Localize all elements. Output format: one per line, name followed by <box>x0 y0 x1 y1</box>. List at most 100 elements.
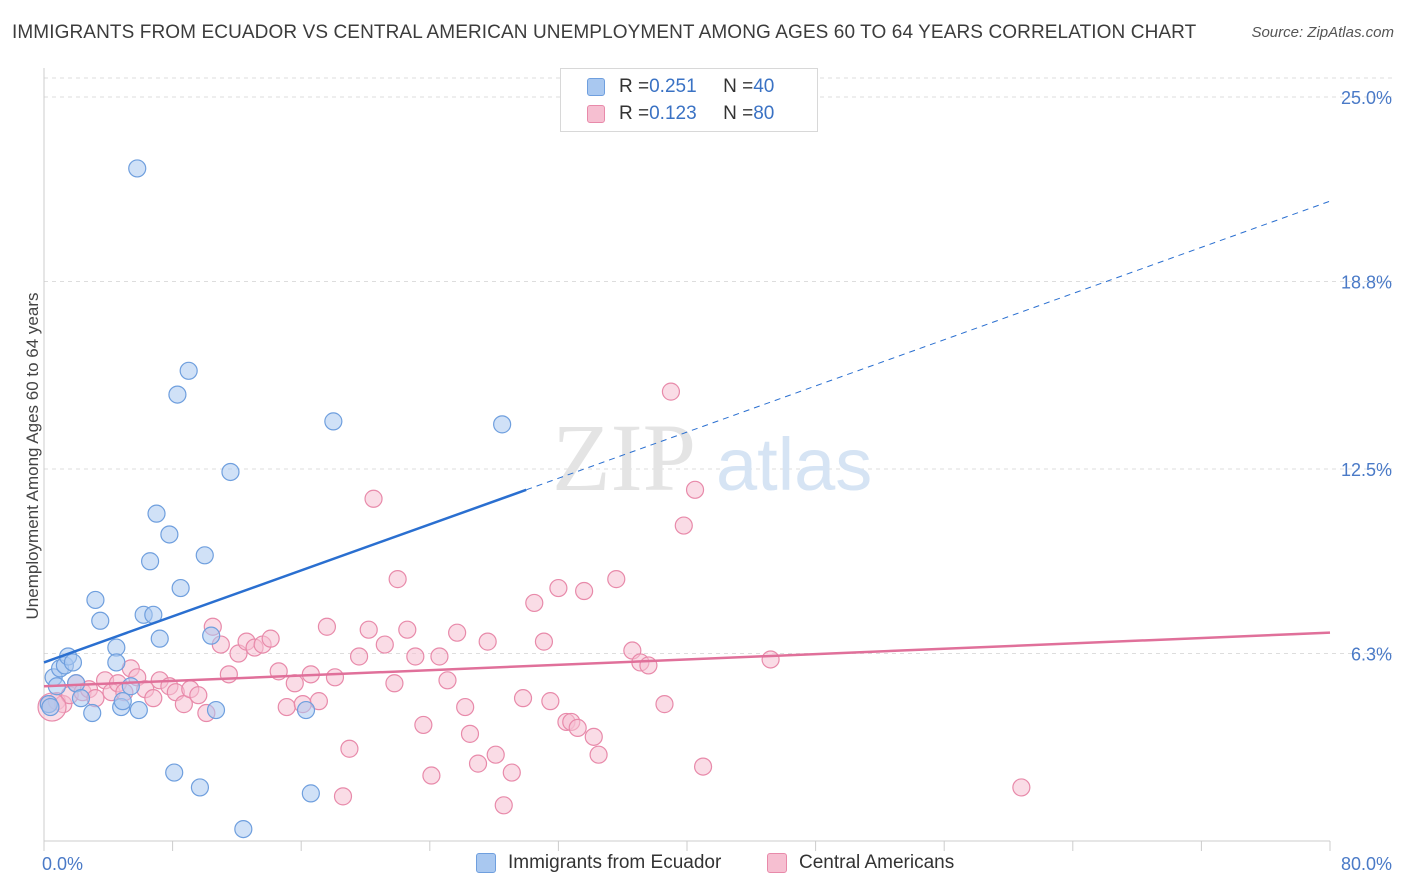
watermark-atlas: atlas <box>716 423 872 506</box>
central-point-68 <box>568 718 587 738</box>
central-point-48 <box>406 647 425 666</box>
legend-swatch-central <box>587 105 605 123</box>
y-tick-label-0: 6.3% <box>1351 645 1392 665</box>
legend-row-ecuador: R = 0.251 N = 40 <box>587 75 774 99</box>
central-trend-line <box>43 631 1331 688</box>
ecuador-point-11 <box>91 611 110 630</box>
ecuador-point-28 <box>179 361 198 380</box>
central-point-75 <box>639 656 658 675</box>
x-tick-label-max: 80.0% <box>1341 854 1392 874</box>
legend-n-label: N = <box>723 103 754 124</box>
chart-title: IMMIGRANTS FROM ECUADOR VS CENTRAL AMERI… <box>12 22 1197 43</box>
ecuador-point-13 <box>107 653 126 672</box>
central-point-30 <box>261 629 280 648</box>
watermark: ZIP atlas <box>552 404 872 511</box>
central-point-36 <box>309 692 328 711</box>
legend-item-central[interactable]: Central Americans <box>767 852 954 874</box>
ecuador-point-6 <box>63 653 83 672</box>
ecuador-point-25 <box>165 763 184 782</box>
ecuador-point-16 <box>121 677 140 696</box>
x-tick-label-min: 0.0% <box>42 854 83 874</box>
central-point-39 <box>333 787 353 806</box>
central-point-25 <box>219 665 238 684</box>
central-point-21 <box>189 686 208 705</box>
ecuador-point-35 <box>296 700 316 720</box>
central-point-58 <box>486 745 505 764</box>
legend-n-label: N = <box>723 76 754 97</box>
ecuador-trend-line <box>43 488 527 664</box>
ecuador-point-26 <box>168 385 187 404</box>
ecuador-point-15 <box>113 692 132 711</box>
central-point-70 <box>584 727 603 746</box>
legend-swatch-ecuador <box>476 853 496 873</box>
series-legend: Immigrants from Ecuador Central American… <box>0 852 1406 878</box>
legend-label-central: Central Americans <box>799 852 955 873</box>
legend-r-value: 0.123 <box>649 103 697 124</box>
legend-r-value: 0.251 <box>649 76 697 97</box>
central-point-49 <box>414 715 433 735</box>
central-point-47 <box>398 620 417 639</box>
legend-n-value: 80 <box>753 103 775 124</box>
ecuador-point-8 <box>71 689 91 708</box>
ecuador-point-30 <box>195 546 214 565</box>
central-point-56 <box>468 754 488 773</box>
central-point-41 <box>349 647 369 666</box>
ecuador-point-18 <box>129 700 148 720</box>
tick-labels: 6.3% 12.5% 18.8% 25.0% 0.0% 80.0% Unemployment… <box>23 88 1392 874</box>
ecuador-point-29 <box>190 778 210 797</box>
central-point-45 <box>385 674 404 693</box>
ecuador-point-36 <box>301 784 320 803</box>
central-point-63 <box>534 632 554 651</box>
central-point-15 <box>144 689 163 708</box>
ecuador-point-37 <box>324 412 343 431</box>
correlation-legend: R = 0.251 N = 40 R = 0.123 N = 80 <box>560 68 818 132</box>
ecuador-point-31 <box>202 626 221 645</box>
legend-n-value: 40 <box>753 76 775 97</box>
central-point-38 <box>325 668 345 687</box>
ecuador-point-23 <box>150 629 169 648</box>
ecuador-point-24 <box>160 525 179 544</box>
central-point-78 <box>674 516 693 535</box>
ecuador-point-10 <box>86 590 105 610</box>
central-point-37 <box>317 617 337 636</box>
central-point-50 <box>422 766 441 785</box>
trend-lines <box>43 200 1331 688</box>
legend-swatch-central <box>767 853 787 873</box>
y-tick-label-2: 18.8% <box>1341 273 1392 293</box>
legend-r-label: R = <box>619 76 650 97</box>
legend-item-ecuador[interactable]: Immigrants from Ecuador <box>476 852 721 874</box>
central-point-52 <box>438 671 457 690</box>
central-point-33 <box>285 674 304 693</box>
central-point-57 <box>478 632 497 651</box>
central-point-54 <box>456 697 475 717</box>
central-point-77 <box>661 382 681 401</box>
ecuador-point-27 <box>171 578 190 598</box>
legend-swatch-ecuador <box>587 78 605 96</box>
ecuador-point-22 <box>147 504 166 523</box>
central-point-79 <box>685 480 705 499</box>
ecuador-point-33 <box>221 462 240 482</box>
central-point-32 <box>277 697 296 717</box>
central-point-82 <box>1012 778 1031 797</box>
gridlines <box>44 77 1392 655</box>
central-point-65 <box>549 578 568 598</box>
central-point-69 <box>575 581 594 601</box>
y-tick-label-3: 25.0% <box>1341 88 1392 108</box>
central-point-60 <box>502 763 521 782</box>
ecuador-point-39 <box>41 697 60 717</box>
ecuador-point-34 <box>234 819 253 839</box>
ecuador-point-20 <box>140 552 160 571</box>
central-point-72 <box>607 570 626 589</box>
legend-label-ecuador: Immigrants from Ecuador <box>508 852 722 873</box>
central-point-46 <box>388 570 407 589</box>
central-point-64 <box>541 692 560 711</box>
ecuador-points <box>39 159 512 839</box>
central-point-40 <box>340 739 359 758</box>
ecuador-trend-extension <box>526 200 1331 491</box>
legend-row-central: R = 0.123 N = 80 <box>587 102 774 126</box>
legend-r-label: R = <box>619 103 650 124</box>
central-point-61 <box>513 689 533 708</box>
central-point-42 <box>359 620 378 639</box>
central-point-59 <box>494 796 513 815</box>
